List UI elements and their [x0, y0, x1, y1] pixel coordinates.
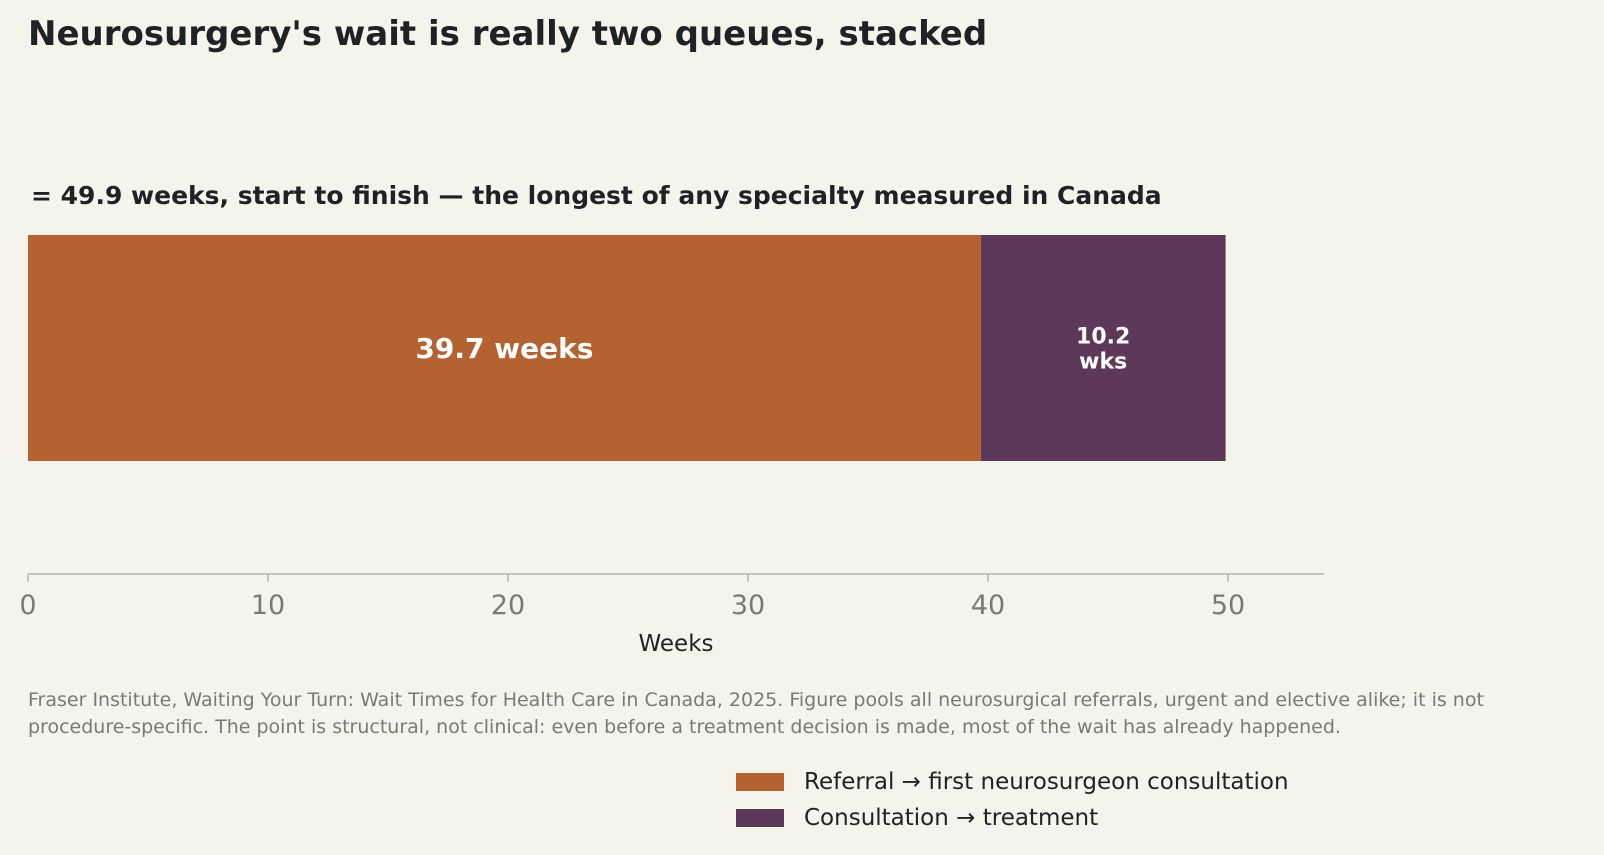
chart-title: Neurosurgery's wait is really two queues…: [28, 14, 988, 54]
x-tick-label-40: 40: [971, 590, 1005, 621]
legend-item-referral: Referral → first neurosurgeon consultati…: [736, 764, 1289, 800]
legend: Referral → first neurosurgeon consultati…: [736, 764, 1289, 836]
legend-label-treatment: Consultation → treatment: [804, 805, 1099, 831]
legend-label-referral: Referral → first neurosurgeon consultati…: [804, 769, 1289, 795]
bar-segment-treatment: [980, 235, 1226, 461]
x-tick-label-0: 0: [19, 590, 36, 621]
legend-item-treatment: Consultation → treatment: [736, 800, 1289, 836]
x-tick-label-10: 10: [251, 590, 285, 621]
bar-label-treatment: 10.2 wks: [1076, 324, 1130, 374]
x-tick-label-30: 30: [731, 590, 765, 621]
x-axis-label: Weeks: [639, 631, 714, 657]
source-note: Fraser Institute, Waiting Your Turn: Wai…: [28, 689, 1484, 738]
bar-segment-referral: [28, 235, 981, 461]
total-annotation: = 49.9 weeks, start to finish — the long…: [31, 181, 1162, 210]
x-tick-label-50: 50: [1211, 590, 1245, 621]
x-tick-label-20: 20: [491, 590, 525, 621]
legend-swatch-referral: [736, 773, 784, 791]
bar-label-referral: 39.7 weeks: [415, 332, 593, 365]
legend-swatch-treatment: [736, 809, 784, 827]
